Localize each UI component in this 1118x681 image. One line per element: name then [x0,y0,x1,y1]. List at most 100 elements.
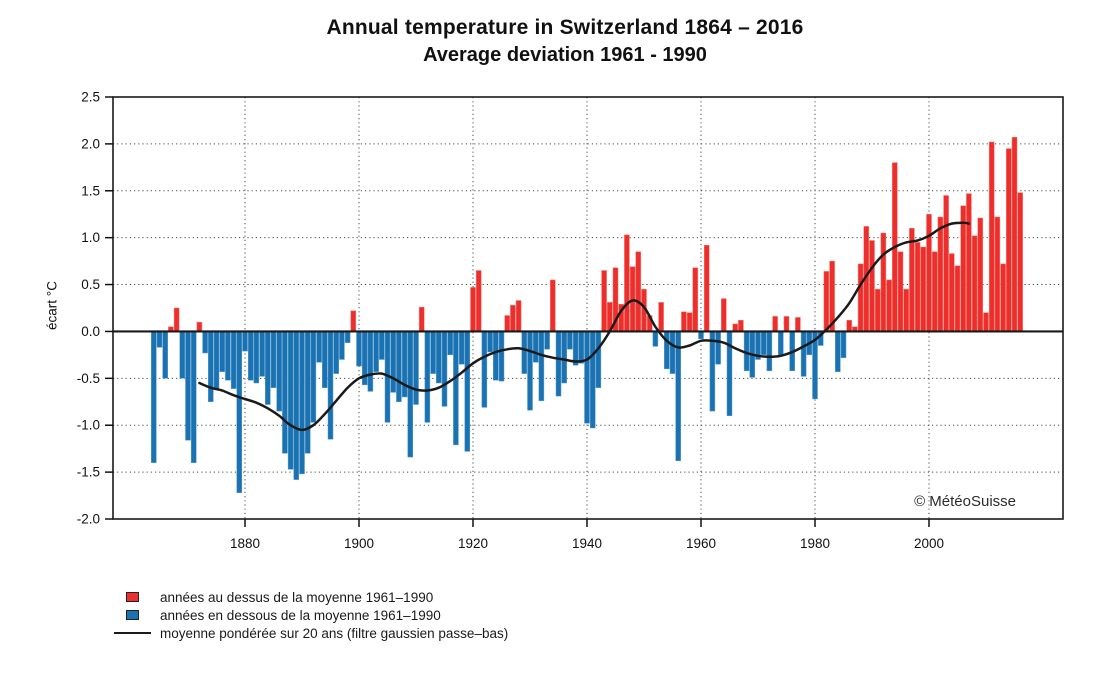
bar-1992 [880,232,887,332]
bar-1939 [578,331,585,364]
bar-1879 [236,331,243,493]
bar-1869 [179,331,186,379]
bar-1974 [778,331,784,356]
bar-1899 [350,310,357,332]
black-line-icon [113,632,151,634]
bar-1868 [173,307,180,332]
bar-1935 [555,331,562,397]
bar-1947 [624,234,630,332]
bar-1932 [538,331,545,402]
bar-1926 [504,315,510,332]
y-axis-label: écart °C [44,281,60,330]
bar-1958 [686,312,693,332]
bar-1895 [327,331,334,440]
bar-2000 [926,213,932,332]
bar-1918 [458,331,465,365]
bar-1898 [344,331,351,343]
bar-1908 [401,331,408,398]
bar-1962 [709,331,716,412]
y-tick-label: -2.0 [77,512,100,527]
x-tick-label: 2000 [914,536,944,551]
bar-1873 [202,331,208,354]
bar-1912 [424,331,431,423]
bar-2014 [1006,148,1012,332]
bar-1909 [407,331,414,458]
chart-subtitle: Average deviation 1961 - 1990 [423,44,707,66]
bar-1864 [151,331,157,463]
bar-1886 [276,331,282,412]
bar-1865 [156,331,163,348]
bar-1982 [823,271,830,332]
bar-1973 [772,316,778,332]
bar-1938 [572,331,579,366]
bar-1985 [840,331,847,358]
bar-1921 [475,270,482,332]
bar-1893 [316,331,322,363]
bar-1919 [464,331,471,452]
bar-2015 [1011,137,1018,332]
bar-1975 [783,316,790,332]
x-tick-label: 1940 [572,536,602,551]
bar-1923 [487,331,493,353]
y-tick-label: -1.5 [77,465,100,480]
bar-1903 [373,331,379,372]
bar-1997 [909,228,915,332]
bar-1934 [550,279,556,332]
legend-key [110,632,154,634]
smoothed-line [198,221,971,432]
bar-1940 [584,331,590,424]
x-tick-label: 1900 [344,536,374,551]
bar-1920 [470,287,476,332]
bar-1929 [521,331,528,374]
bar-1906 [390,331,396,393]
bar-2012 [994,216,1001,332]
bar-1991 [874,288,881,332]
bar-1910 [413,331,419,405]
bar-1911 [418,306,425,332]
bar-1948 [629,266,636,332]
y-tick-label: -0.5 [77,371,100,386]
y-tick-label: 0.5 [81,277,100,292]
bar-1924 [493,331,499,381]
bar-1986 [846,319,852,332]
bar-1874 [208,331,214,402]
bar-1933 [544,331,550,350]
bar-2004 [949,253,955,332]
bar-1957 [681,311,687,332]
bar-1967 [738,319,744,332]
bar-1995 [897,251,904,332]
bar-1952 [652,331,659,347]
bar-1954 [664,331,670,370]
x-tick-label: 1960 [686,536,716,551]
bar-1998 [914,242,921,332]
bar-1977 [795,317,801,332]
bar-1937 [567,331,573,350]
y-tick-label: 1.0 [81,230,100,245]
bar-2009 [977,217,984,332]
bar-2013 [1000,263,1006,332]
legend-row-above: années au dessus de la moyenne 1961–1990 [110,588,508,606]
bar-1877 [225,331,231,381]
bar-1936 [561,331,567,384]
bar-1896 [333,331,339,374]
bar-1897 [339,331,345,360]
bar-2003 [943,195,949,332]
bar-2011 [988,141,995,332]
legend-label-above: années au dessus de la moyenne 1961–1990 [160,589,434,605]
bar-1878 [230,331,237,389]
bar-1963 [715,331,721,365]
bar-1953 [658,302,664,332]
bar-1990 [869,240,875,332]
bar-2016 [1017,192,1023,332]
legend-key [110,610,154,620]
bar-1894 [322,331,328,388]
bar-2005 [954,265,961,332]
bar-2001 [931,251,938,332]
bar-2007 [966,193,972,332]
bar-1900 [356,331,362,367]
bar-1993 [886,279,892,332]
bar-1959 [692,267,699,332]
bar-1925 [498,331,505,382]
plot-background [113,97,1063,519]
